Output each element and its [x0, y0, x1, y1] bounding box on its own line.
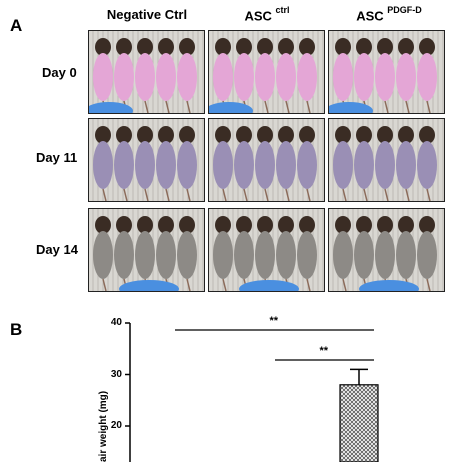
mouse-photo: [208, 208, 325, 292]
mouse-photo: [88, 208, 205, 292]
y-tick-label: 20: [110, 420, 122, 431]
column-header-sup: ctrl: [275, 5, 290, 15]
mouse-photo: [328, 118, 445, 202]
mouse-photo: [88, 30, 205, 114]
mouse-photo: [328, 208, 445, 292]
column-header-sup: PDGF-D: [387, 5, 422, 15]
column-header-asc-pdgfd: ASC PDGF-D: [330, 5, 448, 24]
y-axis: [125, 322, 131, 462]
mouse-photo: [208, 30, 325, 114]
panel-a-letter: A: [10, 16, 23, 35]
significance-label: **: [319, 345, 329, 357]
column-header-text: ASC: [244, 8, 276, 24]
significance-brackets: [175, 329, 374, 361]
row-label-day-11: Day 11: [36, 150, 78, 165]
column-header-asc-ctrl: ASC ctrl: [208, 5, 326, 24]
column-header-negative-ctrl: Negative Ctrl: [88, 7, 206, 22]
mouse-photo: [88, 118, 205, 202]
mouse-photo: [328, 30, 445, 114]
panel-b-letter: B: [10, 320, 23, 339]
mouse-photo: [208, 118, 325, 202]
column-header-text: Negative Ctrl: [106, 7, 188, 22]
bar: [339, 384, 379, 462]
column-header-text: ASC: [356, 8, 388, 24]
bar-chart: [125, 322, 379, 462]
bars: [339, 368, 379, 462]
y-tick-label: 30: [110, 368, 122, 380]
y-tick-label: 40: [110, 317, 122, 328]
row-label-day-0: Day 0: [42, 65, 77, 80]
row-label-day-14: Day 14: [36, 242, 78, 257]
significance-label: **: [269, 315, 279, 327]
